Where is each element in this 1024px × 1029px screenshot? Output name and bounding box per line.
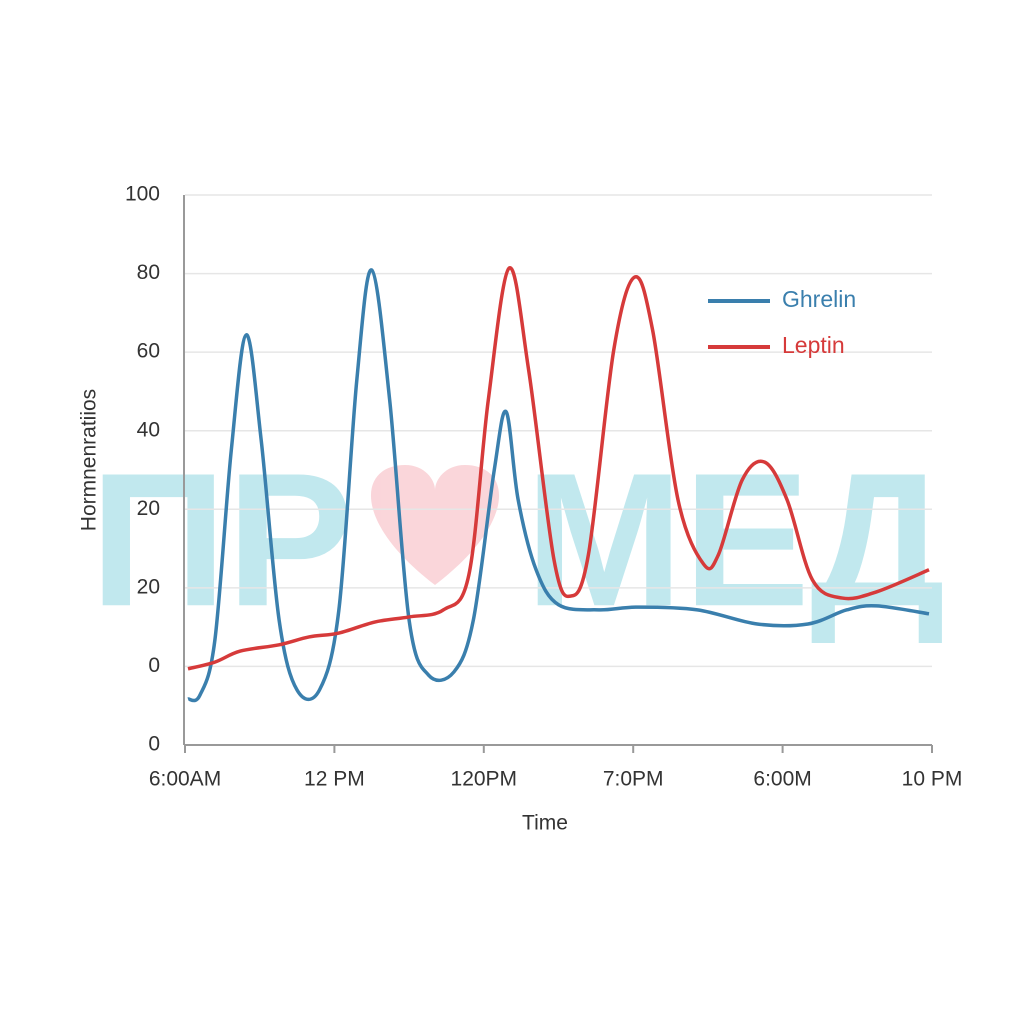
x-tick-label: 6:00AM — [149, 768, 221, 791]
y-tick-label: 60 — [137, 340, 160, 363]
series-line — [187, 266, 930, 671]
y-axis-label: Hormnenratiios — [78, 389, 101, 531]
x-tick-label: 6:00M — [753, 768, 811, 791]
legend-label: Leptin — [782, 332, 845, 358]
y-tick-label: 80 — [137, 261, 160, 284]
y-tick-label: 100 — [125, 183, 160, 206]
x-tick-label: 10 PM — [902, 768, 963, 791]
y-tick-label: 40 — [137, 418, 160, 441]
x-tick-label: 12 PM — [304, 768, 365, 791]
watermark-text: ПР — [90, 434, 353, 646]
x-axis-label: Time — [522, 812, 568, 835]
x-tick-label: 7:0PM — [603, 768, 664, 791]
y-tick-label: 20 — [137, 497, 160, 520]
x-tick-label: 120PM — [451, 768, 518, 791]
series-line — [187, 268, 930, 703]
y-tick-label: 0 — [148, 654, 160, 677]
y-tick-label: 0 — [148, 733, 160, 756]
y-tick-label: 20 — [137, 575, 160, 598]
legend-label: Ghrelin — [782, 286, 856, 312]
watermark-text: МЕД — [525, 434, 945, 646]
